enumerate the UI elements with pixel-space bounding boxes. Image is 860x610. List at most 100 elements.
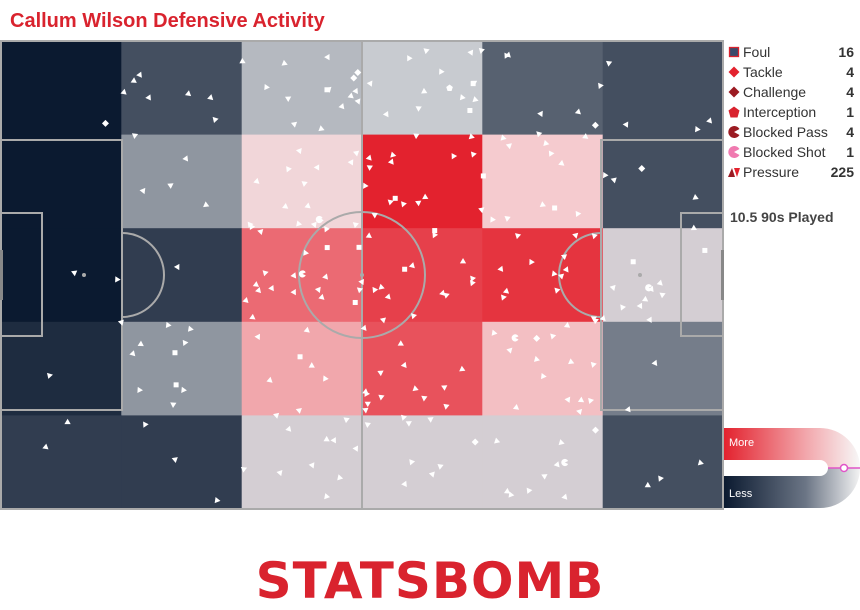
legend-row: Challenge 4 [726,82,856,102]
heatmap-zone [362,415,483,510]
scale-more-label: More [729,437,755,449]
event-marker-pressure [313,164,320,171]
event-marker-pressure [497,265,504,272]
heatmap-zone [121,415,243,510]
event-marker-pressure [137,386,143,394]
event-marker-pressure [282,203,289,209]
left-goal [0,250,3,300]
event-marker-pressure [541,372,547,380]
event-marker-pressure [622,121,629,128]
event-marker-pressure [468,133,475,140]
event-marker-pressure [505,143,512,150]
heatmap-zone [602,41,724,136]
heatmap-zone [482,415,604,510]
pressure-triangles-icon [728,168,740,177]
heatmap-zone [362,228,483,323]
event-marker-pressure [324,226,330,233]
event-marker-pressure [500,134,507,141]
event-marker-challenge [350,74,358,82]
event-marker-pressure [257,228,264,235]
event-marker-pressure [318,125,325,132]
heatmap-zone [602,321,724,416]
event-marker-pressure [273,412,280,419]
event-marker-pressure [563,321,571,328]
event-marker-pressure [548,150,555,157]
event-marker-pressure [526,487,533,494]
event-marker-pressure [343,417,350,424]
event-marker-pressure [415,200,422,207]
event-marker-tackle [471,438,479,446]
event-marker-pressure [439,68,445,75]
event-marker-pressure [422,193,429,200]
event-marker-pressure [364,390,371,397]
event-marker-pressure [397,340,404,346]
event-marker-pressure [692,193,699,200]
heatmap-zone [1,415,122,510]
event-marker-pressure [494,437,501,444]
heatmap-zone [362,41,483,136]
event-marker-pressure [337,474,344,481]
event-marker-pressure [428,471,435,478]
event-marker-pressure [609,284,616,291]
heatmap-zone [241,415,363,510]
event-marker-pressure [323,375,329,382]
event-marker-pressure [317,216,324,223]
left-penalty-arc [121,232,165,318]
event-marker-pressure [181,386,187,393]
event-marker-pressure [575,210,582,218]
challenge-diamond-icon [728,86,740,98]
event-marker-pressure [690,224,698,231]
event-marker-pressure [281,59,288,66]
event-marker-pressure [290,121,298,128]
right-penalty-spot [638,273,642,277]
event-marker-pressure [646,316,652,323]
heatmap-zone [1,228,122,323]
heatmap-zone [241,321,363,416]
event-marker-pressure [184,90,192,97]
event-marker-pressure [249,223,256,230]
event-marker-pressure [478,207,485,214]
event-marker-pressure [353,150,360,157]
event-marker-pressure [415,106,422,112]
event-marker-pressure [636,302,643,310]
legend-label: Interception [743,104,817,120]
event-marker-pressure [285,425,292,432]
legend-count: 1 [846,104,854,120]
event-marker-pressure [387,158,394,165]
event-marker-pressure [314,286,321,293]
event-marker-pressure [384,293,391,300]
event-marker-pressure [598,82,604,89]
legend-label: Tackle [743,64,783,80]
color-scale [724,428,860,508]
event-marker-pressure [129,350,136,357]
legend-count: 16 [838,44,854,60]
legend-row: Foul 16 [726,42,856,62]
event-marker-pressure [658,475,664,482]
heatmap-zone [1,41,122,136]
event-marker-pressure [379,317,386,324]
event-marker-pressure [382,111,389,118]
heatmap-zone [482,321,604,416]
event-marker-pressure [290,288,296,296]
event-marker-pressure [347,92,354,99]
event-marker-pressure [239,57,246,64]
event-marker-pressure [64,418,71,425]
event-marker-pressure [512,403,520,410]
event-marker-pressure [500,294,507,301]
event-marker-pressure [478,47,485,54]
event-marker-pressure [318,293,325,300]
right-goal [721,250,724,300]
legend-count: 4 [846,64,854,80]
event-marker-foul [297,354,303,360]
event-marker-pressure [295,147,302,155]
event-marker-pressure [543,139,550,147]
event-marker-pressure [401,201,407,208]
event-marker-pressure [508,491,515,498]
event-marker-pressure [266,376,273,383]
legend-row: Pressure 225 [726,162,856,182]
event-marker-pressure [323,435,330,442]
event-marker-pressure [568,358,575,365]
event-marker-pressure [182,155,189,162]
event-marker-pressure [252,281,259,287]
event-marker-pressure [590,316,597,322]
